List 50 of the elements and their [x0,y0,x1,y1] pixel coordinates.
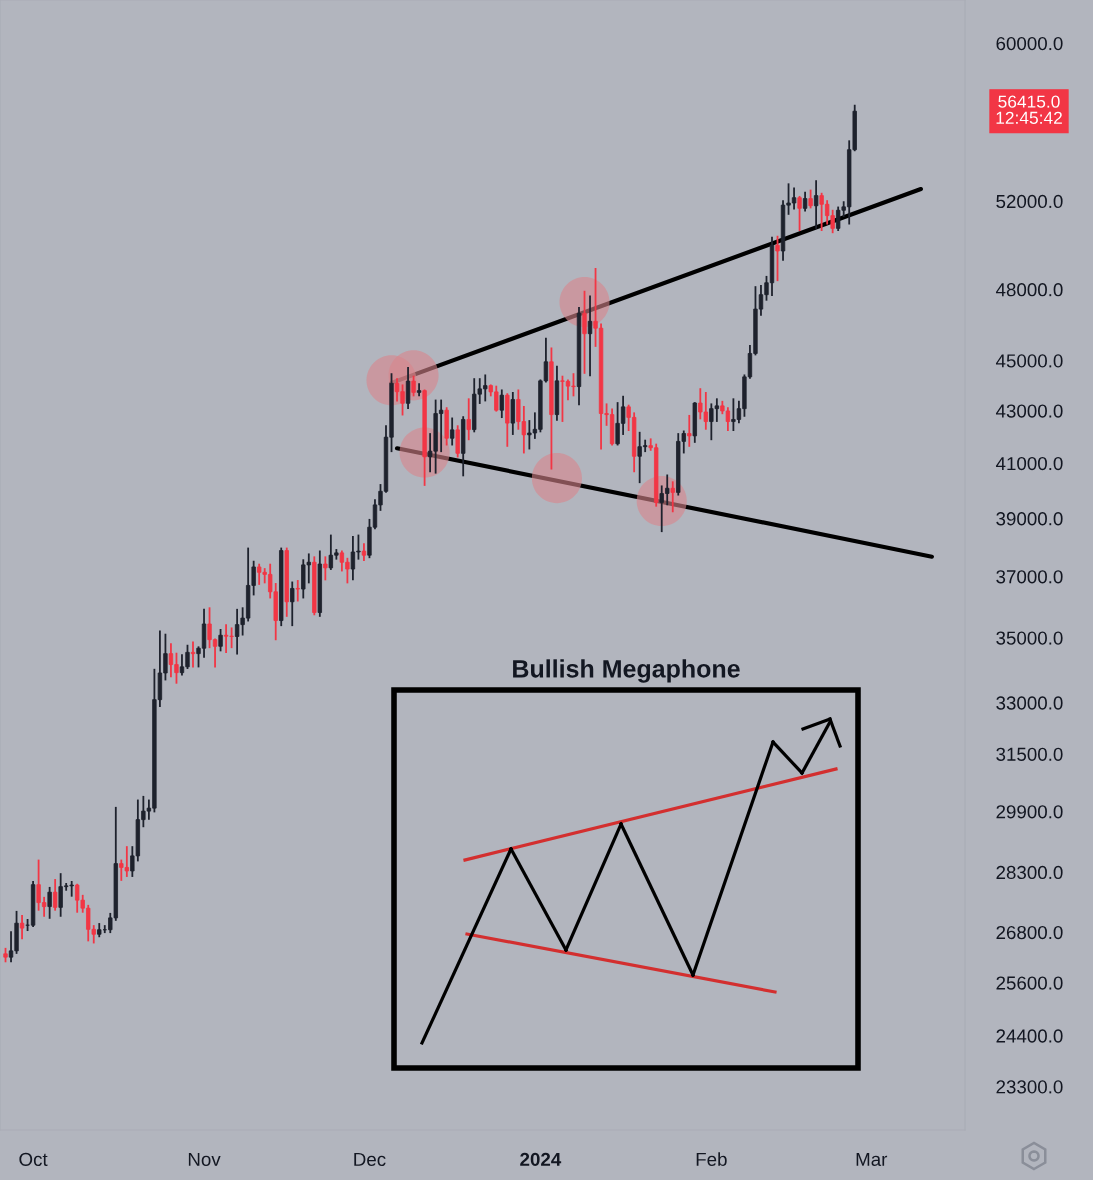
candlestick [47,886,52,919]
candlestick [411,375,416,397]
candlestick [670,481,675,513]
candlestick [582,290,587,374]
y-tick-label: 43000.0 [995,404,1063,418]
y-tick-label: 39000.0 [996,512,1063,526]
y-tick-label: 33000.0 [996,696,1063,710]
text: 12:45:42 [996,111,1062,124]
point [531,453,582,504]
x-tick-label: Mar [856,1152,888,1166]
candlestick [455,425,460,458]
x-tick-label: Oct [19,1152,48,1166]
x-tick-label: Feb [696,1152,727,1166]
candlestick [813,180,819,229]
y-tick-label: 26800.0 [996,925,1063,940]
y-tick-label: 24400.0 [996,1029,1063,1043]
y-tick-label: 25600.0 [996,976,1063,990]
candlestick [587,295,593,377]
candlestick [466,398,471,441]
candlestick [290,581,295,627]
candlestick [687,414,692,447]
y-tick-label: 28300.0 [996,865,1063,880]
x-tick-label: Dec [354,1152,386,1166]
candlestick [510,391,516,435]
candlestick [499,389,504,419]
candlestick [775,235,780,282]
candlestick [218,629,223,652]
candlestick [323,556,328,581]
x-tick-label: 2024 [520,1152,562,1166]
y-tick-label: 45000.0 [995,354,1063,368]
candlestick [449,417,455,446]
y-tick-label: 37000.0 [996,570,1063,584]
candlestick [802,191,808,212]
y-tick-label: 48000.0 [995,283,1063,297]
candlestick [416,383,422,397]
y-tick-label: 23300.0 [996,1080,1063,1094]
y-tick-label: 41000.0 [995,456,1063,471]
candlestick [295,580,300,602]
y-tick-label: 60000.0 [996,36,1063,51]
y-tick-label: 35000.0 [996,631,1063,645]
candlestick [797,195,802,232]
candlestick [19,914,25,940]
candlestick [52,879,58,911]
candlestick [405,367,411,410]
y-tick-label: 52000.0 [996,194,1063,209]
x-tick-label: Nov [188,1152,221,1166]
y-tick-label: 31500.0 [996,747,1063,761]
annotation: Bullish Megaphone [513,659,740,683]
text: 56415.0 [998,95,1060,108]
y-tick-label: 29900.0 [996,805,1063,819]
